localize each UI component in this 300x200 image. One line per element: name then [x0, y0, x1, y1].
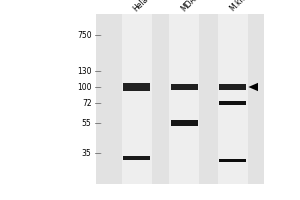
Text: M.kidney: M.kidney — [228, 0, 259, 13]
Bar — [218, 14, 248, 184]
Text: 72: 72 — [82, 98, 92, 108]
Text: 750: 750 — [77, 30, 92, 40]
Bar — [122, 14, 152, 184]
Bar — [219, 158, 246, 162]
Bar — [219, 84, 246, 90]
Text: 100: 100 — [77, 83, 92, 92]
Bar — [171, 84, 198, 90]
Bar — [219, 101, 246, 105]
Text: 35: 35 — [82, 148, 92, 158]
Text: 130: 130 — [77, 66, 92, 75]
Text: Hela: Hela — [132, 0, 150, 13]
Polygon shape — [248, 83, 258, 91]
Bar — [96, 14, 264, 184]
Bar — [171, 120, 198, 126]
Bar — [123, 83, 150, 91]
Bar — [123, 156, 150, 160]
Bar — [169, 14, 200, 184]
Text: MDA-MB-453: MDA-MB-453 — [180, 0, 221, 13]
Text: 55: 55 — [82, 118, 92, 128]
